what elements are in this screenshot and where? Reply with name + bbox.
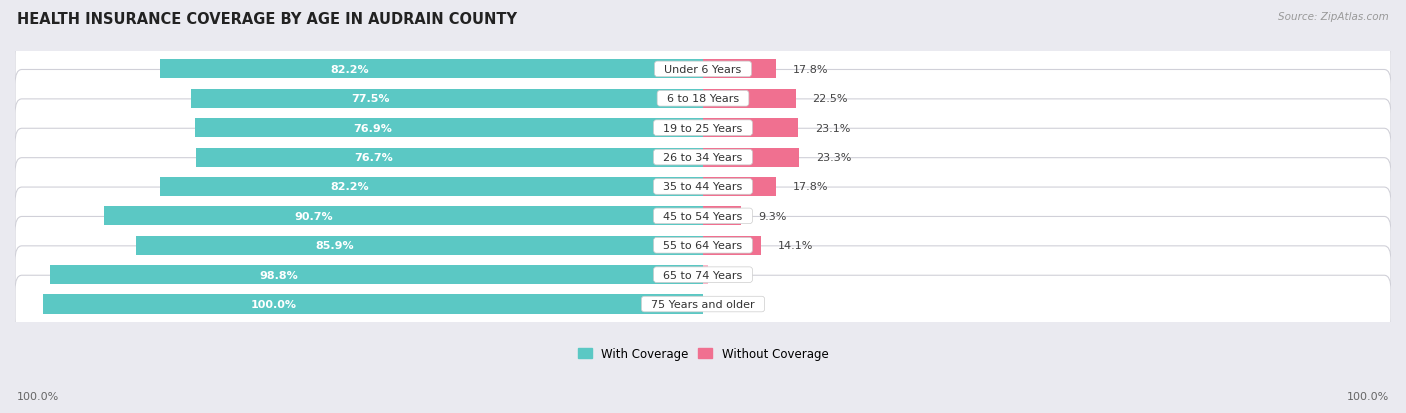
Bar <box>703 60 776 79</box>
Bar <box>160 60 703 79</box>
Bar <box>703 119 799 138</box>
Text: 45 to 54 Years: 45 to 54 Years <box>657 211 749 221</box>
Text: Source: ZipAtlas.com: Source: ZipAtlas.com <box>1278 12 1389 22</box>
Bar <box>51 266 703 285</box>
Bar <box>703 207 741 226</box>
FancyBboxPatch shape <box>15 188 1391 245</box>
Text: 23.3%: 23.3% <box>815 153 851 163</box>
FancyBboxPatch shape <box>15 275 1391 333</box>
Text: 14.1%: 14.1% <box>778 241 813 251</box>
Text: 90.7%: 90.7% <box>294 211 333 221</box>
Text: 98.8%: 98.8% <box>260 270 298 280</box>
Text: 77.5%: 77.5% <box>352 94 389 104</box>
Text: 82.2%: 82.2% <box>330 182 370 192</box>
Text: HEALTH INSURANCE COVERAGE BY AGE IN AUDRAIN COUNTY: HEALTH INSURANCE COVERAGE BY AGE IN AUDR… <box>17 12 517 27</box>
Text: 1.2%: 1.2% <box>724 270 752 280</box>
FancyBboxPatch shape <box>15 41 1391 98</box>
FancyBboxPatch shape <box>15 246 1391 304</box>
Text: 22.5%: 22.5% <box>813 94 848 104</box>
Text: 82.2%: 82.2% <box>330 65 370 75</box>
Text: 65 to 74 Years: 65 to 74 Years <box>657 270 749 280</box>
FancyBboxPatch shape <box>15 129 1391 186</box>
Text: 26 to 34 Years: 26 to 34 Years <box>657 153 749 163</box>
Bar <box>195 119 703 138</box>
FancyBboxPatch shape <box>15 70 1391 128</box>
Text: 100.0%: 100.0% <box>250 299 297 309</box>
Text: 17.8%: 17.8% <box>793 65 828 75</box>
FancyBboxPatch shape <box>15 100 1391 157</box>
Bar <box>703 148 799 167</box>
Text: 100.0%: 100.0% <box>1347 391 1389 401</box>
Text: 17.8%: 17.8% <box>793 182 828 192</box>
Legend: With Coverage, Without Coverage: With Coverage, Without Coverage <box>572 342 834 365</box>
Text: 55 to 64 Years: 55 to 64 Years <box>657 241 749 251</box>
Bar <box>703 90 796 109</box>
Bar <box>42 295 703 314</box>
Bar <box>104 207 703 226</box>
Text: 100.0%: 100.0% <box>17 391 59 401</box>
Text: 75 Years and older: 75 Years and older <box>644 299 762 309</box>
Text: 9.3%: 9.3% <box>758 211 786 221</box>
Text: 85.9%: 85.9% <box>315 241 353 251</box>
Bar <box>703 178 776 197</box>
Text: 23.1%: 23.1% <box>815 123 851 133</box>
Text: Under 6 Years: Under 6 Years <box>658 65 748 75</box>
Bar <box>135 236 703 255</box>
Text: 76.9%: 76.9% <box>353 123 392 133</box>
Text: 35 to 44 Years: 35 to 44 Years <box>657 182 749 192</box>
Bar <box>703 236 761 255</box>
Bar <box>197 148 703 167</box>
Text: 0.0%: 0.0% <box>720 299 748 309</box>
Bar <box>160 178 703 197</box>
Bar <box>703 266 709 285</box>
Text: 6 to 18 Years: 6 to 18 Years <box>659 94 747 104</box>
Bar <box>191 90 703 109</box>
FancyBboxPatch shape <box>15 217 1391 274</box>
Text: 19 to 25 Years: 19 to 25 Years <box>657 123 749 133</box>
FancyBboxPatch shape <box>15 158 1391 216</box>
Text: 76.7%: 76.7% <box>354 153 394 163</box>
